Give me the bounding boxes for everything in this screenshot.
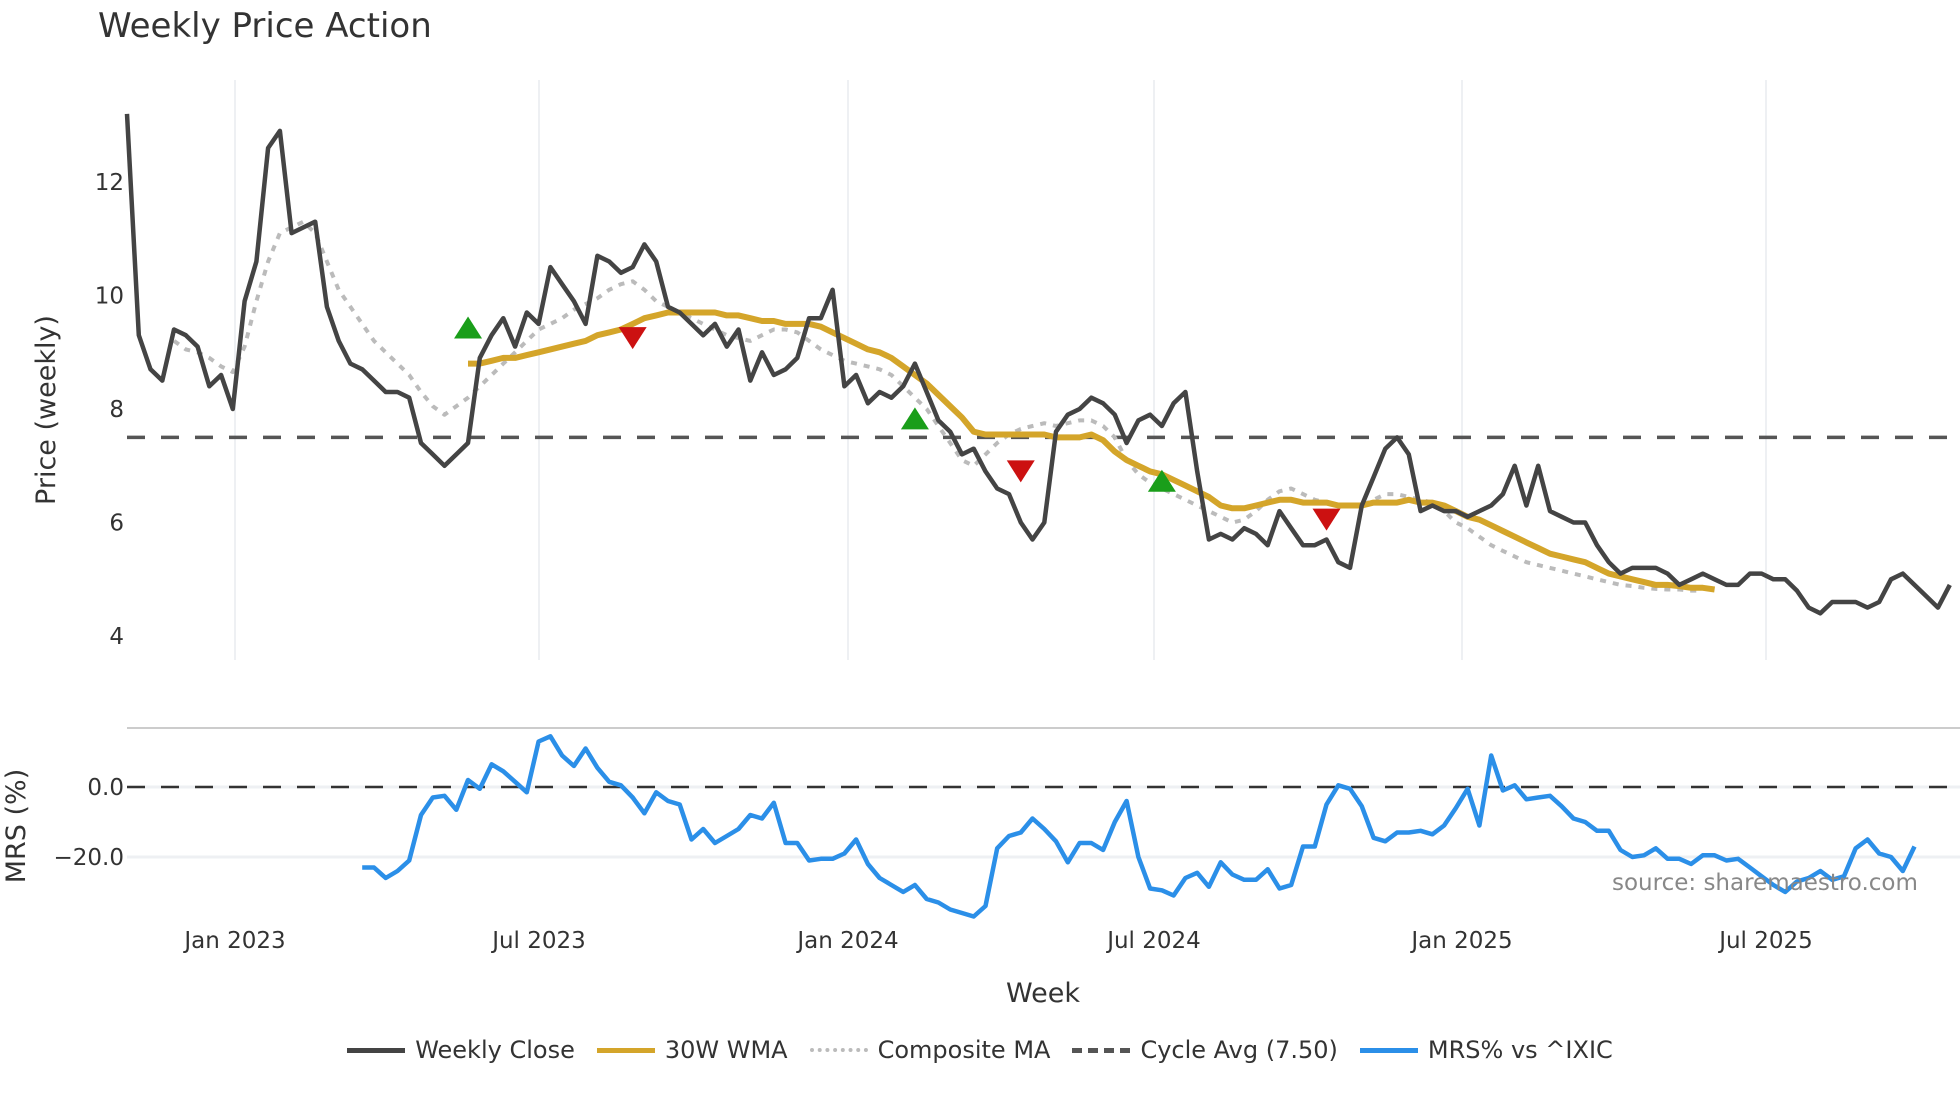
legend-item[interactable]: Cycle Avg (7.50) bbox=[1072, 1036, 1338, 1064]
y-tick-label: 10 bbox=[95, 284, 124, 310]
legend-label: Cycle Avg (7.50) bbox=[1140, 1036, 1338, 1064]
legend-label: Composite MA bbox=[877, 1036, 1051, 1064]
y-axis-title-mrs: MRS (%) bbox=[1, 769, 32, 884]
legend-item[interactable]: Composite MA bbox=[809, 1036, 1051, 1064]
wma-30w-line bbox=[468, 309, 1716, 593]
legend-swatch-icon bbox=[809, 1048, 868, 1052]
buy-signal-triangle-up-icon bbox=[454, 316, 483, 339]
x-tick-label: Jul 2024 bbox=[1105, 928, 1201, 954]
x-axis-title: Week bbox=[1006, 978, 1080, 1009]
legend-item[interactable]: Weekly Close bbox=[347, 1036, 575, 1064]
vertical-gridlines bbox=[127, 80, 1960, 859]
y-tick-label-mrs: 0.0 bbox=[87, 775, 124, 801]
y-tick-label-mrs: −20.0 bbox=[54, 845, 124, 871]
legend-swatch-icon bbox=[347, 1047, 406, 1053]
y-tick-label: 12 bbox=[95, 170, 124, 196]
x-tick-label: Jan 2023 bbox=[182, 928, 285, 954]
x-tick-label: Jul 2025 bbox=[1717, 928, 1813, 954]
source-watermark: source: sharemaestro.com bbox=[1612, 870, 1918, 896]
legend-label: MRS% vs ^IXIC bbox=[1427, 1036, 1613, 1064]
legend-swatch-icon bbox=[1359, 1047, 1418, 1053]
buy-signal-triangle-up-icon bbox=[1147, 469, 1176, 492]
y-axis-title-price: Price (weekly) bbox=[31, 315, 62, 505]
legend: Weekly Close 30W WMA Composite MA Cycle Avg… bbox=[0, 1036, 1960, 1064]
x-tick-label: Jan 2024 bbox=[795, 928, 898, 954]
sell-signal-triangle-down-icon bbox=[1006, 460, 1035, 483]
mrs-line bbox=[362, 734, 1917, 919]
axis-ticks: Jan 2023 Jul 2023 Jan 2024 Jul 2024 Jan 2025… bbox=[54, 170, 1813, 954]
y-tick-label: 8 bbox=[109, 397, 124, 423]
composite-ma-line bbox=[172, 219, 1703, 593]
legend-item[interactable]: 30W WMA bbox=[596, 1036, 788, 1064]
legend-label: Weekly Close bbox=[415, 1036, 575, 1064]
x-tick-label: Jan 2025 bbox=[1409, 928, 1512, 954]
sell-signal-triangle-down-icon bbox=[1312, 508, 1341, 531]
series-layer bbox=[124, 113, 1960, 919]
weekly-close-line bbox=[124, 113, 1952, 616]
legend-swatch-icon bbox=[596, 1047, 655, 1053]
x-tick-label: Jul 2023 bbox=[490, 928, 586, 954]
legend-swatch-icon bbox=[1072, 1047, 1131, 1053]
buy-signal-triangle-up-icon bbox=[900, 407, 929, 430]
legend-label: 30W WMA bbox=[664, 1036, 788, 1064]
y-tick-label: 6 bbox=[109, 511, 124, 537]
y-tick-label: 4 bbox=[109, 624, 124, 650]
chart-title: Weekly Price Action bbox=[98, 6, 432, 46]
sell-signal-triangle-down-icon bbox=[618, 327, 647, 350]
legend-item[interactable]: MRS% vs ^IXIC bbox=[1359, 1036, 1613, 1064]
